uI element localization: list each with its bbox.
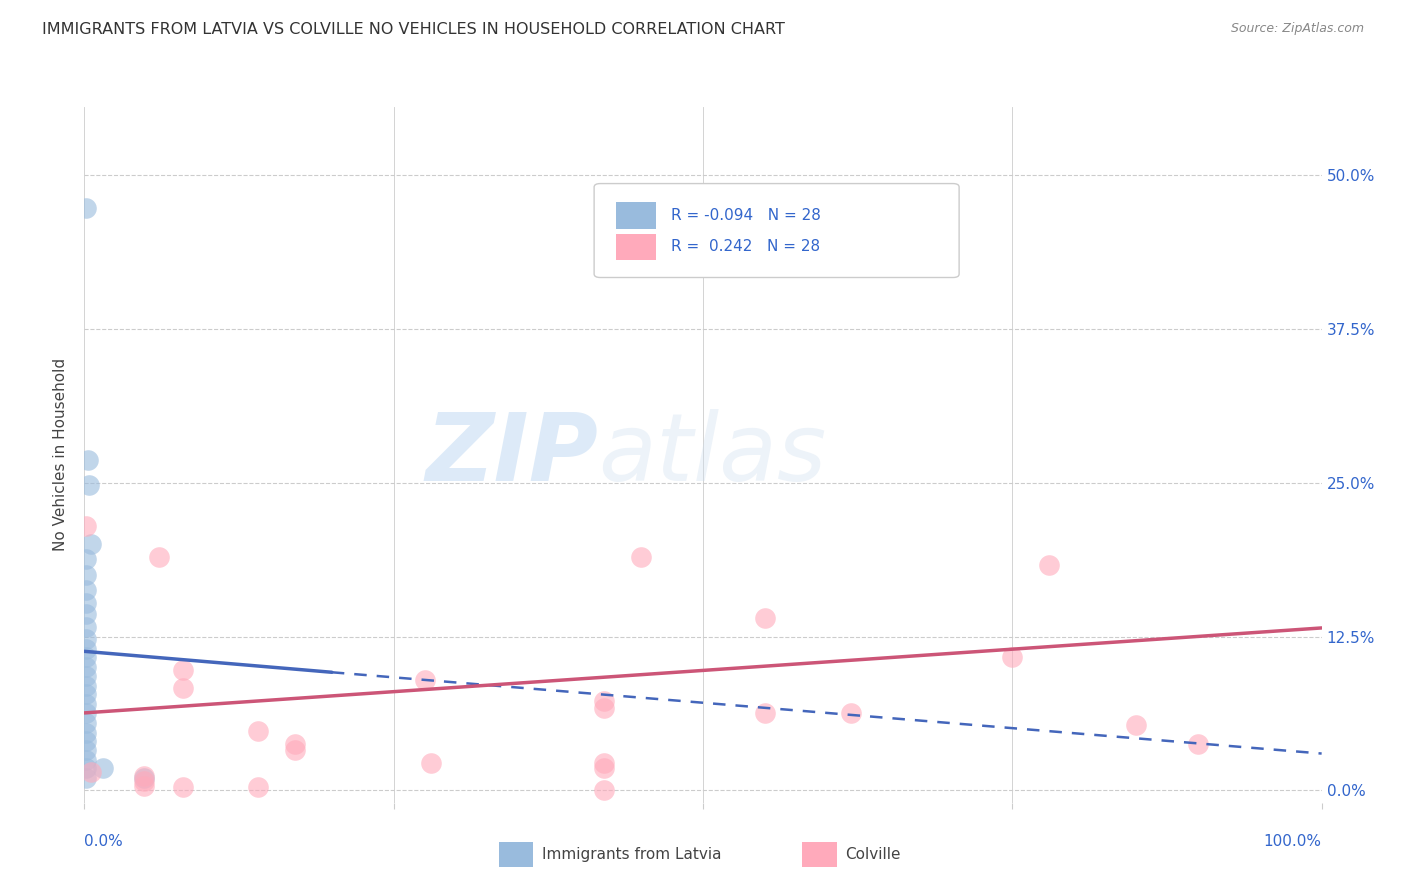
Point: [630, 549, 652, 564]
Point: [841, 706, 863, 720]
Point: [75, 641, 97, 656]
Point: [79, 764, 101, 779]
Text: 0.0%: 0.0%: [84, 834, 124, 849]
Point: [79, 478, 101, 492]
Text: R =  0.242   N = 28: R = 0.242 N = 28: [671, 239, 820, 254]
Text: ZIP: ZIP: [425, 409, 598, 501]
Text: IMMIGRANTS FROM LATVIA VS COLVILLE NO VEHICLES IN HOUSEHOLD CORRELATION CHART: IMMIGRANTS FROM LATVIA VS COLVILLE NO VE…: [42, 22, 785, 37]
Text: R = -0.094   N = 28: R = -0.094 N = 28: [671, 208, 821, 223]
Point: [593, 701, 616, 715]
Point: [754, 706, 776, 720]
Y-axis label: No Vehicles in Household: No Vehicles in Household: [53, 359, 69, 551]
Point: [172, 681, 194, 696]
Point: [593, 756, 616, 771]
Point: [75, 568, 97, 582]
Point: [75, 650, 97, 665]
Point: [75, 725, 97, 739]
Point: [132, 769, 155, 783]
Text: Source: ZipAtlas.com: Source: ZipAtlas.com: [1230, 22, 1364, 36]
Point: [75, 706, 97, 720]
Point: [75, 743, 97, 757]
Point: [593, 783, 616, 797]
Point: [246, 780, 269, 794]
Point: [754, 611, 776, 625]
Point: [1187, 737, 1209, 751]
Point: [75, 753, 97, 767]
Point: [132, 779, 155, 793]
Point: [75, 607, 97, 622]
Point: [172, 663, 194, 677]
Text: Colville: Colville: [845, 847, 901, 863]
Point: [75, 660, 97, 674]
Point: [79, 537, 101, 551]
Point: [75, 734, 97, 748]
FancyBboxPatch shape: [595, 184, 959, 277]
Point: [75, 596, 97, 610]
Point: [75, 669, 97, 683]
Point: [75, 582, 97, 597]
Text: atlas: atlas: [598, 409, 827, 500]
Point: [132, 771, 155, 785]
Point: [75, 771, 97, 785]
Point: [75, 632, 97, 646]
Point: [1125, 718, 1147, 732]
Point: [75, 698, 97, 712]
Point: [75, 201, 97, 215]
Point: [75, 620, 97, 634]
Point: [246, 724, 269, 739]
Point: [284, 743, 307, 757]
Point: [75, 761, 97, 775]
Point: [1001, 650, 1024, 665]
FancyBboxPatch shape: [616, 234, 657, 260]
Point: [75, 552, 97, 566]
Point: [75, 518, 97, 533]
Point: [75, 679, 97, 693]
Point: [91, 761, 114, 775]
Point: [77, 453, 100, 467]
Point: [419, 756, 441, 771]
FancyBboxPatch shape: [801, 842, 837, 867]
Point: [413, 673, 436, 687]
Text: Immigrants from Latvia: Immigrants from Latvia: [543, 847, 721, 863]
Point: [132, 773, 155, 788]
FancyBboxPatch shape: [616, 202, 657, 229]
FancyBboxPatch shape: [499, 842, 533, 867]
Point: [1038, 558, 1060, 573]
Point: [172, 780, 194, 794]
Point: [75, 715, 97, 730]
Point: [148, 549, 170, 564]
Point: [593, 693, 616, 707]
Point: [284, 737, 307, 751]
Point: [593, 761, 616, 775]
Text: 100.0%: 100.0%: [1264, 834, 1322, 849]
Point: [75, 688, 97, 702]
